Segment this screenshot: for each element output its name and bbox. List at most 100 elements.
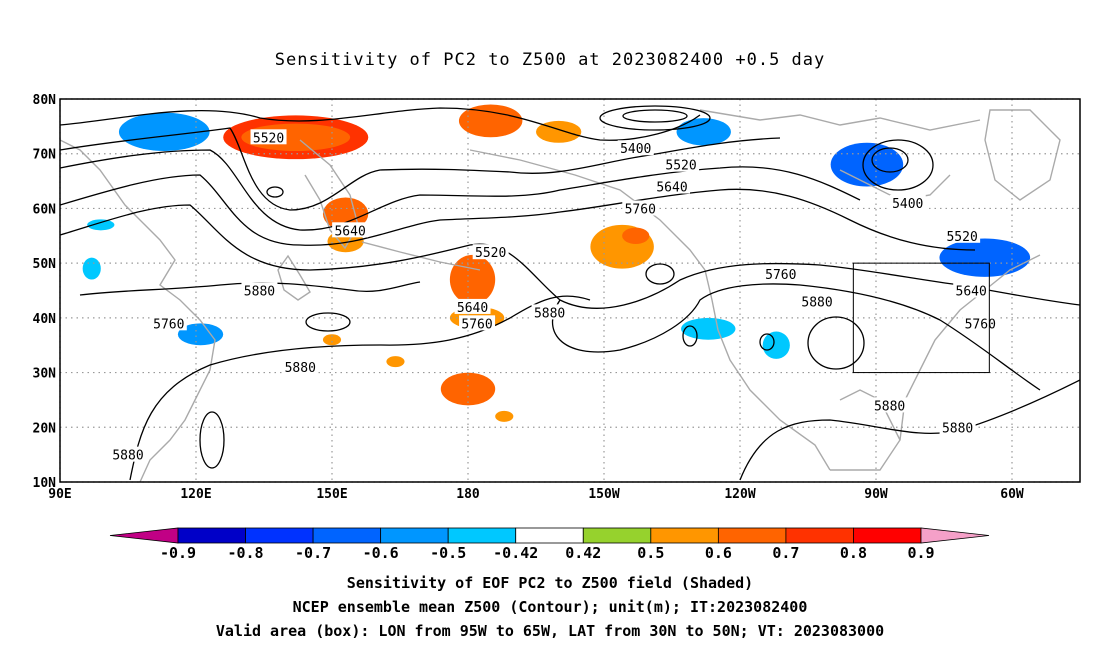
colorbar-tick-label: -0.8 [227,544,263,562]
valid-area-box [852,262,990,374]
contour-label: 5760 [625,202,656,217]
colorbar-segment [245,527,314,544]
coastline-alaska [469,149,706,271]
contour-label-bg [889,194,926,210]
lat-label: 10N [33,476,57,491]
contour-label: 5400 [620,142,651,157]
contour-line [60,107,701,141]
colorbar-tick-label: 0.5 [637,544,664,562]
contour-closed-cell [305,312,351,332]
sensitivity-patch [762,331,790,359]
coastline-japan [277,254,311,301]
colorbar-segment [515,527,584,544]
contour-line [551,283,1041,391]
contour-label-bg [654,178,690,194]
colorbar-low-extension [109,527,179,544]
sensitivity-patch [87,219,115,231]
colorbar-tick-label: 0.8 [840,544,867,562]
contour-label: 5520 [253,131,284,146]
contour-closed-cell [807,316,865,370]
lat-label: 80N [33,93,57,108]
contour-label-bg [617,140,654,156]
sensitivity-patch [177,323,224,346]
colorbar-tick-label: 0.42 [565,544,601,562]
contour-label-bg [454,298,491,314]
contour-line [739,379,1080,481]
lon-label: 120E [180,487,211,502]
contour-label: 5400 [892,197,923,212]
lat-label: 40N [33,312,57,327]
colorbar-tick-label: -0.5 [430,544,466,562]
coastline-greenland [984,109,1061,201]
contour-label-bg [282,359,319,375]
contour-label: 5880 [244,285,275,300]
contour-closed-cell [199,411,225,469]
colorbar-tick-label: 0.9 [907,544,934,562]
colorbar-high-extension [920,527,990,544]
contour-label: 5880 [285,361,316,376]
contour-closed-cell [682,325,698,347]
coastline-asia [60,139,216,482]
colorbar-tick-label: -0.9 [160,544,196,562]
contour-label-bg [332,222,369,238]
map-frame [59,98,1081,483]
contour-label: 5640 [656,181,687,196]
sensitivity-patch [458,104,523,138]
contour-label: 5760 [153,317,184,332]
colorbar-segment [853,527,922,544]
lon-label: 120W [724,487,755,502]
contour-label: 5520 [665,159,696,174]
contour-labels: 5520540055205640576056405520540055205760… [110,129,999,464]
colorbar-segment [312,527,382,544]
colorbar-segment [582,527,652,544]
contour-label-bg [663,156,700,172]
sensitivity-patch [676,118,731,146]
contour-label: 5520 [946,230,977,245]
lat-label: 70N [33,148,57,163]
contour-label-bg [939,419,976,435]
contour-label-bg [472,244,509,260]
sensitivity-patch [322,334,342,346]
sensitivity-patch [495,410,514,422]
contour-line [60,174,976,251]
contour-label: 5880 [112,449,143,464]
contour-label-bg [622,200,659,216]
contour-label: 5880 [801,295,832,310]
lon-label: 150E [316,487,347,502]
contour-label-bg [241,282,278,298]
contour-label: 5760 [461,317,492,332]
colorbar-segment [717,527,787,544]
colorbar-tick-label: -0.42 [493,544,538,562]
sensitivity-patch [118,112,210,151]
coastline-arctic [699,109,981,131]
coastline-gulf [830,389,901,471]
caption-contour: NCEP ensemble mean Z500 (Contour); unit(… [292,598,808,616]
lat-label: 60N [33,202,57,217]
colorbar-tick-label: -0.6 [363,544,399,562]
sensitivity-patch [622,227,650,244]
contour-label-bg [799,293,836,309]
contour-label-bg [250,129,287,145]
contour-label: 5880 [534,306,565,321]
contour-closed-cell [266,186,284,198]
lat-label: 50N [33,257,57,272]
sensitivity-patch [681,317,736,340]
contour-closed-high [599,105,711,131]
contour-label: 5520 [475,246,506,261]
contour-label-bg [459,315,496,331]
colorbar-tick-label: 0.6 [705,544,732,562]
colorbar-segment [380,527,449,544]
sensitivity-patch [440,372,496,406]
lon-label: 180 [456,487,480,502]
contour-label-bg [762,266,799,282]
sensitivity-patch [449,254,496,305]
contour-label-bg [953,282,990,298]
contour-label: 5640 [956,285,987,300]
lon-label: 60W [1000,487,1024,502]
sensitivity-patch [939,238,1031,277]
contour-closed-low [871,147,909,173]
contour-label-bg [150,315,187,331]
